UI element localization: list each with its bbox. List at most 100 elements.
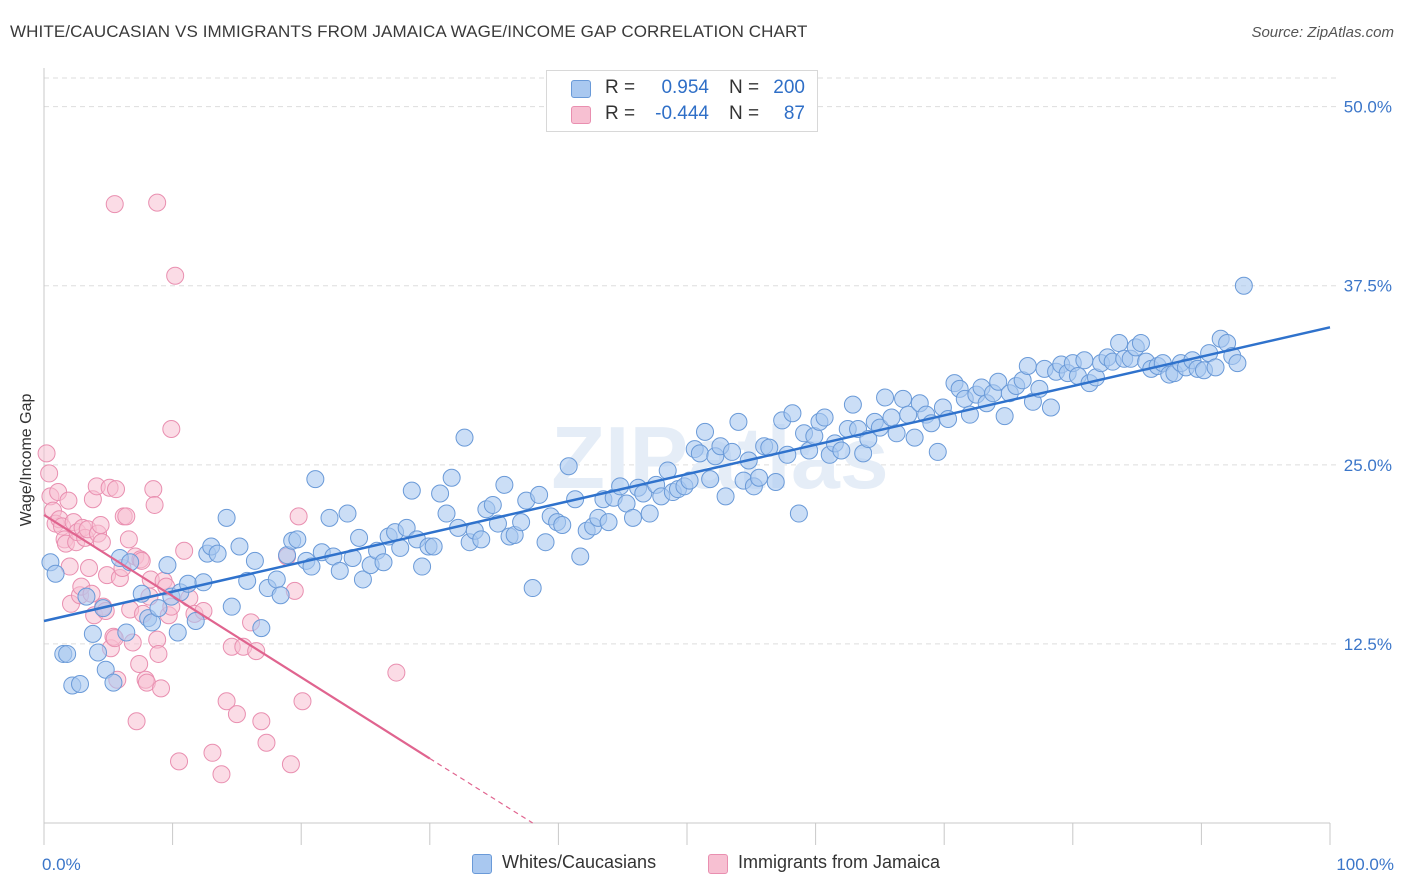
data-point-whites	[536, 533, 555, 552]
source-label: Source: ZipAtlas.com	[1251, 24, 1394, 41]
data-point-jamaica	[175, 541, 194, 560]
legend-n-label: N =	[729, 77, 760, 98]
data-point-jamaica	[117, 507, 136, 526]
data-point-whites	[894, 389, 913, 408]
data-point-whites	[640, 504, 659, 523]
data-point-jamaica	[37, 444, 56, 463]
data-point-whites	[789, 504, 808, 523]
data-point-whites	[267, 570, 286, 589]
trend-lines	[43, 326, 1331, 824]
data-point-whites	[413, 557, 432, 576]
data-point-whites	[222, 597, 241, 616]
data-point-whites	[559, 457, 578, 476]
data-point-whites	[843, 395, 862, 414]
data-point-whites	[374, 553, 393, 572]
data-point-whites	[887, 424, 906, 443]
data-point-jamaica	[162, 420, 181, 439]
data-point-jamaica	[293, 692, 312, 711]
legend-r-value: -0.444	[655, 103, 709, 124]
data-point-whites	[77, 587, 96, 606]
data-point-whites	[1131, 334, 1150, 353]
bottom-legend-label: Immigrants from Jamaica	[738, 852, 941, 872]
data-point-jamaica	[149, 644, 168, 663]
bottom-legend-swatch-blue	[472, 854, 492, 874]
data-point-jamaica	[127, 712, 146, 731]
legend-n-value: 87	[783, 103, 805, 124]
data-point-whites	[104, 673, 123, 692]
y-tick-label: 12.5%	[1344, 635, 1392, 654]
data-point-jamaica	[80, 558, 99, 577]
data-point-whites	[46, 564, 65, 583]
data-point-jamaica	[203, 743, 222, 762]
data-point-whites	[306, 470, 325, 489]
data-point-jamaica	[289, 507, 308, 526]
data-point-whites	[832, 441, 851, 460]
chart-title: WHITE/CAUCASIAN VS IMMIGRANTS FROM JAMAI…	[10, 22, 808, 41]
data-point-whites	[483, 495, 502, 514]
data-point-whites	[530, 485, 549, 504]
trend-line-jamaica	[43, 514, 431, 760]
data-point-whites	[1228, 354, 1247, 373]
data-point-whites	[431, 484, 450, 503]
legend-r-value: 0.954	[661, 77, 709, 98]
data-point-jamaica	[212, 765, 231, 784]
legend-row-whites: R = 0.954 N = 200	[547, 75, 817, 101]
data-point-whites	[1018, 356, 1037, 375]
data-point-jamaica	[105, 195, 124, 214]
data-point-jamaica	[40, 464, 59, 483]
y-axis-label: Wage/Income Gap	[18, 393, 35, 527]
data-point-jamaica	[252, 712, 271, 731]
data-point-whites	[288, 530, 307, 549]
data-point-whites	[701, 470, 720, 489]
data-point-whites	[766, 473, 785, 492]
data-point-whites	[402, 481, 421, 500]
x-tick-label: 0.0%	[42, 855, 81, 874]
correlation-legend: R = 0.954 N = 200 R = -0.444 N = 87	[546, 70, 818, 132]
data-point-whites	[397, 518, 416, 537]
data-point-jamaica	[59, 491, 78, 510]
data-point-whites	[680, 471, 699, 490]
data-point-whites	[217, 508, 236, 527]
series-immigrants-from-jamaica	[37, 193, 406, 784]
data-point-whites	[1041, 398, 1060, 417]
data-point-whites	[623, 508, 642, 527]
data-point-jamaica	[148, 193, 167, 212]
data-point-whites	[512, 513, 531, 532]
data-point-whites	[495, 475, 514, 494]
y-tick-label: 50.0%	[1344, 98, 1392, 117]
legend-n-value: 200	[773, 77, 805, 98]
data-point-whites	[1075, 351, 1094, 370]
data-point-whites	[1234, 276, 1253, 295]
data-point-whites	[158, 556, 177, 575]
data-point-whites	[750, 468, 769, 487]
data-point-whites	[989, 372, 1008, 391]
tick-labels: 12.5% 25.0% 37.5% 50.0% 0.0% 100.0%	[42, 98, 1394, 874]
data-point-whites	[338, 504, 357, 523]
data-point-whites	[905, 428, 924, 447]
legend-row-jamaica: R = -0.444 N = 87	[547, 101, 817, 127]
data-point-whites	[186, 611, 205, 630]
bottom-legend-label: Whites/Caucasians	[502, 852, 657, 872]
data-point-whites	[1110, 334, 1129, 353]
data-point-whites	[442, 468, 461, 487]
data-point-whites	[320, 508, 339, 527]
data-point-whites	[230, 537, 249, 556]
data-point-whites	[117, 623, 136, 642]
data-point-whites	[876, 388, 895, 407]
data-point-whites	[455, 428, 474, 447]
legend-r-label: R =	[605, 103, 636, 124]
data-point-jamaica	[227, 705, 246, 724]
data-point-whites	[350, 528, 369, 547]
y-tick-label: 25.0%	[1344, 456, 1392, 475]
data-point-whites	[571, 547, 590, 566]
data-point-jamaica	[257, 733, 276, 752]
data-point-jamaica	[107, 480, 126, 499]
data-point-whites	[437, 504, 456, 523]
data-point-whites	[599, 513, 618, 532]
data-point-jamaica	[91, 516, 110, 534]
data-point-whites	[208, 544, 227, 563]
data-point-whites	[882, 408, 901, 427]
data-point-whites	[424, 537, 443, 556]
data-point-whites	[696, 422, 715, 441]
